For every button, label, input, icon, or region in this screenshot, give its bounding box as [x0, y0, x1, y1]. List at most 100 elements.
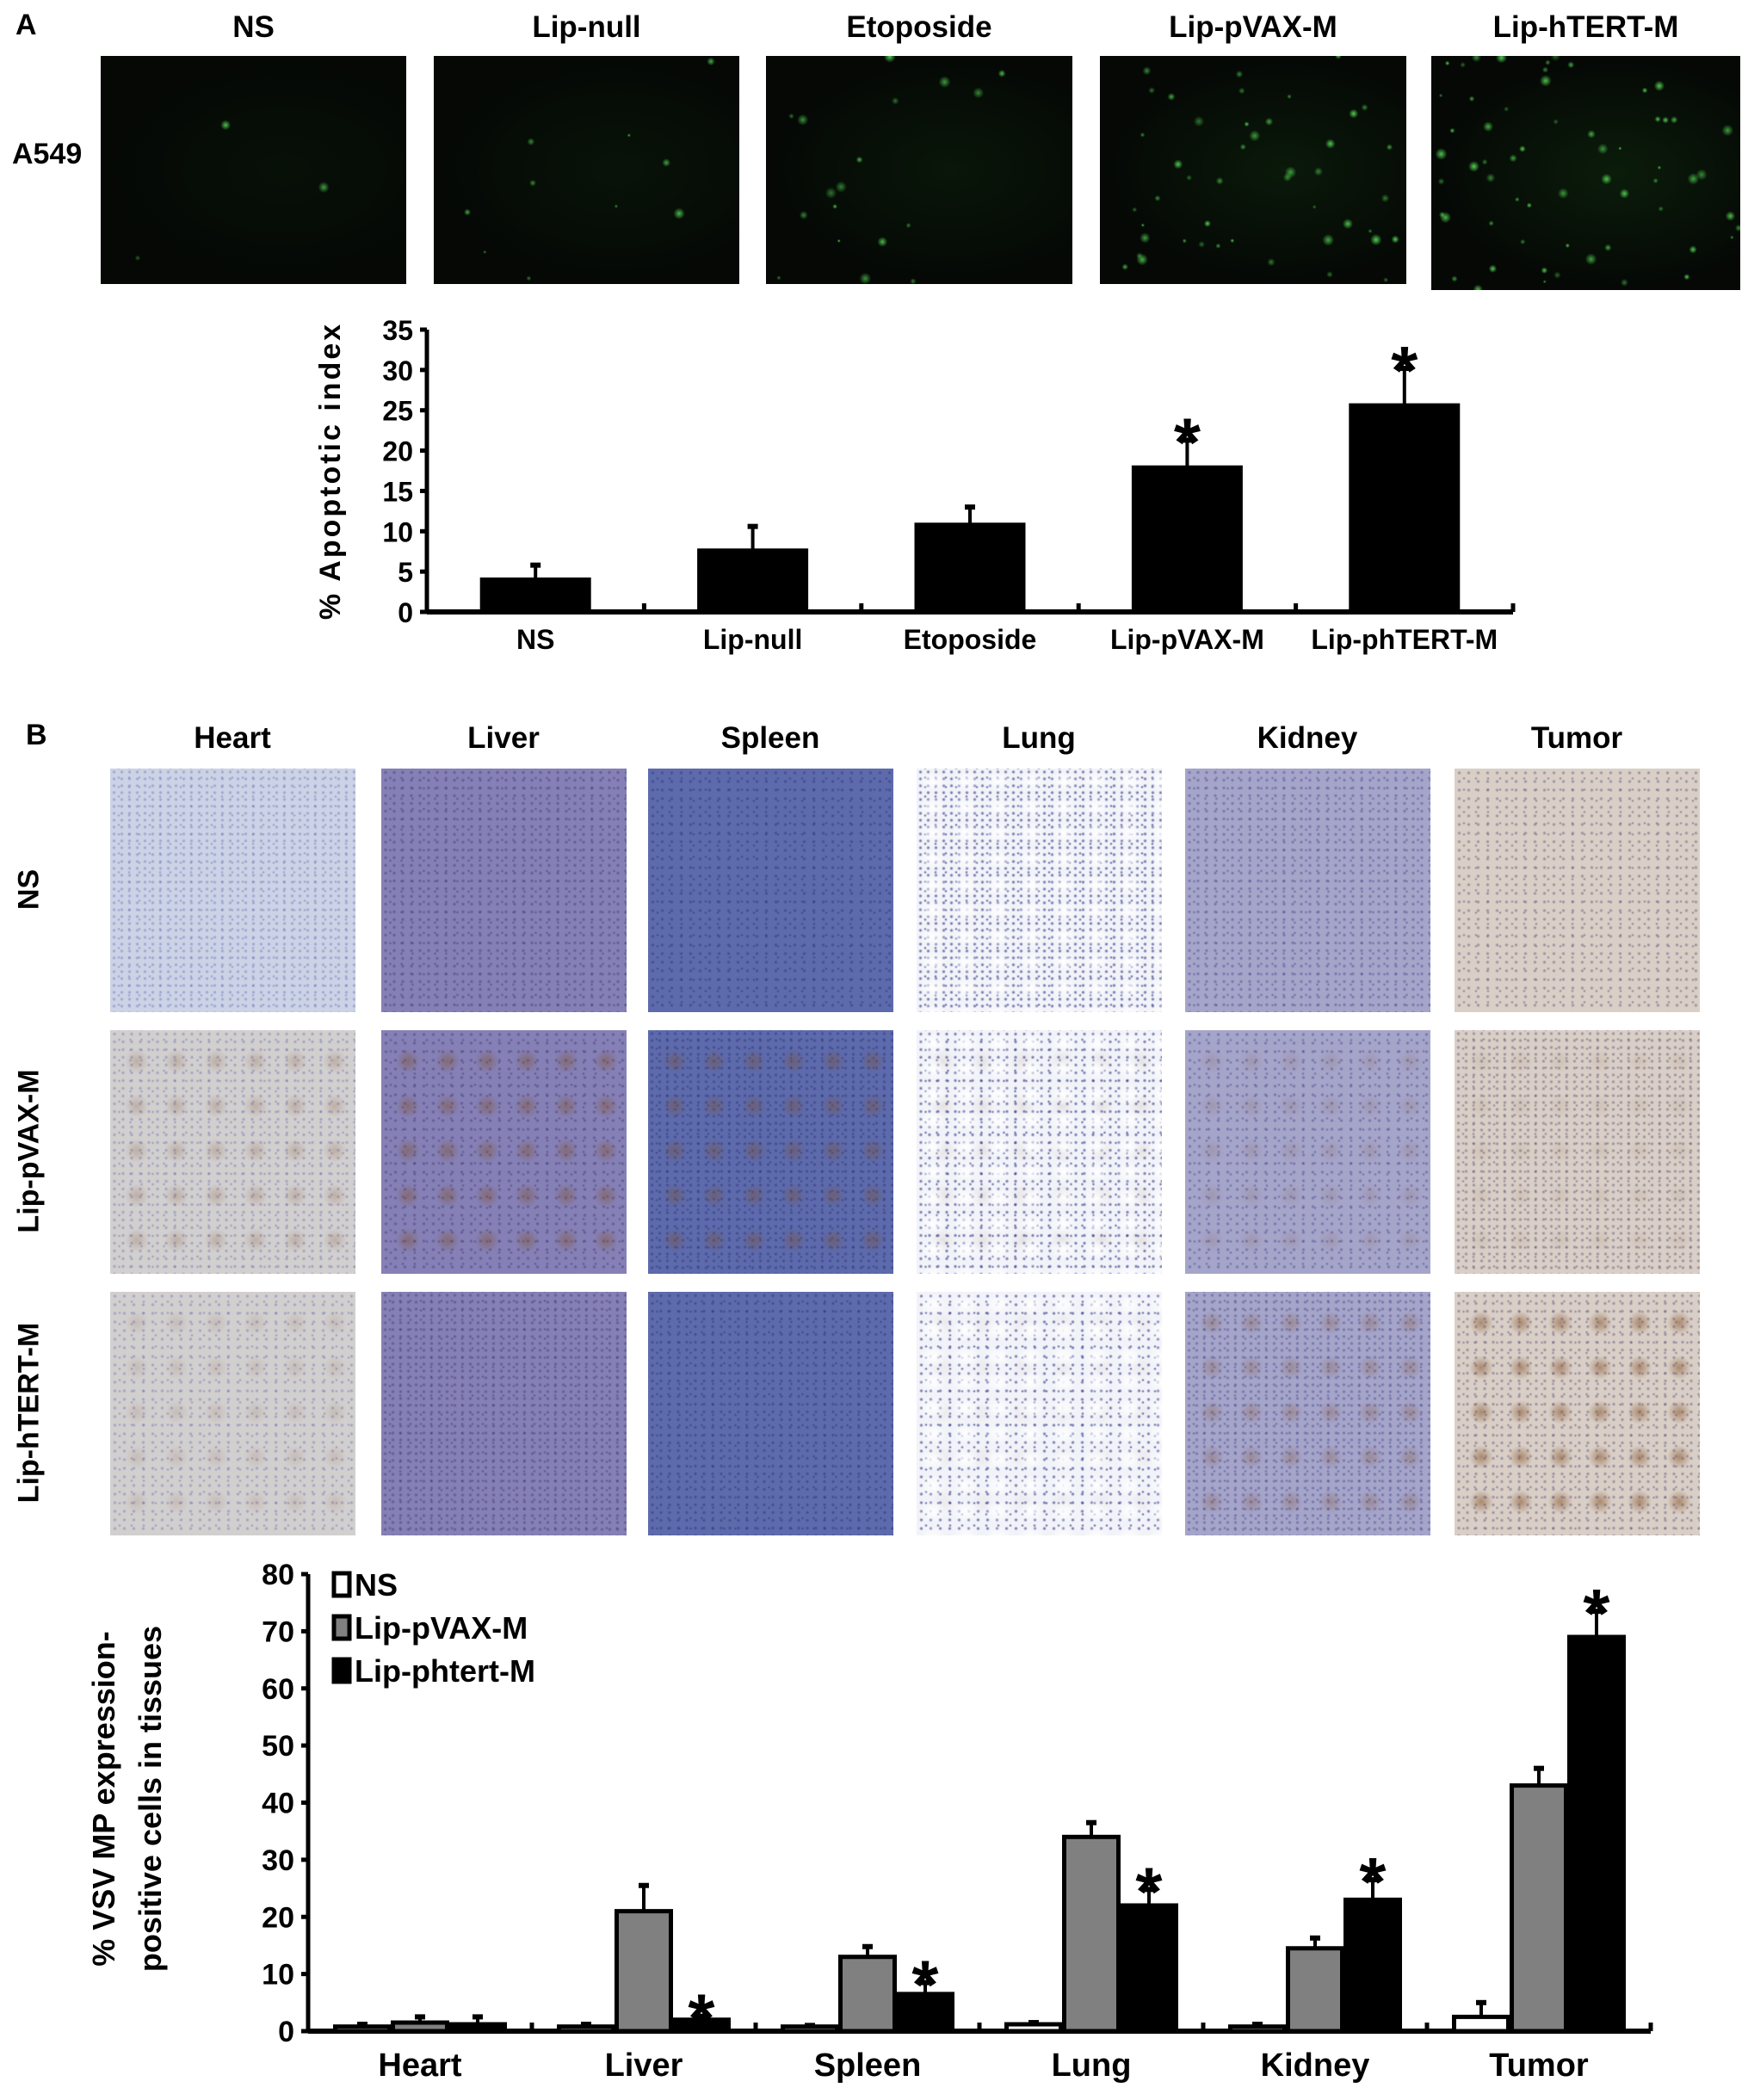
bar [1567, 1634, 1626, 2034]
tissue-header-tumor: Tumor [1530, 721, 1623, 755]
tissue-image-liver [381, 1030, 627, 1274]
y-tick-label: 25 [382, 396, 413, 427]
bar [557, 2024, 615, 2034]
tissue-image-tumor [1455, 1030, 1700, 1274]
bar [1510, 1783, 1568, 2034]
bar [672, 2017, 731, 2034]
x-tick-label: Lung [1052, 2048, 1132, 2084]
fluorescence-image [766, 56, 1072, 284]
legend: NS Lip-pVAX-M Lip-phtert-M [331, 1567, 535, 1689]
y-tick-label: 10 [382, 516, 413, 547]
y-tick-label: 50 [262, 1730, 294, 1763]
tissue-image-tumor [1455, 769, 1700, 1012]
significance-asterisk: * [911, 1947, 939, 2023]
image-header-4: Lip-hTERT-M [1492, 10, 1679, 44]
tissue-image-heart [110, 1292, 355, 1535]
significance-asterisk: * [1583, 1575, 1610, 1652]
row-label-1: Lip-pVAX-M [12, 1069, 46, 1233]
bar [838, 1955, 897, 2034]
bar [1228, 2024, 1287, 2034]
panel-a-label: A [15, 9, 37, 41]
bar [333, 2024, 392, 2034]
bar [914, 522, 1026, 615]
y-tick-label: 80 [262, 1559, 294, 1591]
y-tick-label: 20 [262, 1901, 294, 1934]
bar [1286, 1946, 1344, 2034]
panel-b-label: B [26, 719, 47, 751]
tissue-header-heart: Heart [194, 721, 271, 755]
bar [615, 1909, 673, 2034]
legend-label: Lip-pVAX-M [355, 1610, 528, 1646]
y-tick-label: 5 [398, 557, 413, 588]
significance-asterisk: * [1359, 1844, 1387, 1920]
tissue-image-heart [110, 769, 355, 1012]
bar [1062, 1834, 1121, 2034]
y-tick-label: 60 [262, 1673, 294, 1706]
significance-asterisk: * [1174, 404, 1201, 480]
row-label-a549: A549 [12, 138, 83, 170]
tissue-image-kidney [1185, 1030, 1430, 1274]
y-tick-label: 70 [262, 1615, 294, 1648]
bar [479, 578, 591, 615]
tissue-image-spleen [648, 1030, 893, 1274]
x-tick-label: Liver [605, 2048, 683, 2084]
image-header-2: Etoposide [846, 10, 992, 44]
row-label-2: Lip-hTERT-M [12, 1322, 46, 1504]
tissue-image-spleen [648, 769, 893, 1012]
y-tick-label: 30 [382, 355, 413, 386]
x-tick-label: Tumor [1489, 2048, 1589, 2084]
tissue-image-liver [381, 1292, 627, 1535]
y-tick-label: 10 [262, 1959, 294, 1992]
bar [391, 2020, 449, 2034]
bar [781, 2024, 839, 2034]
fluorescence-image [434, 56, 739, 284]
significance-asterisk: * [1391, 332, 1418, 409]
tissue-header-kidney: Kidney [1257, 721, 1358, 755]
significance-asterisk: * [688, 1980, 715, 2057]
bar [1131, 465, 1243, 615]
row-label-0: NS [12, 868, 46, 911]
x-tick-label: Lip-pVAX-M [1110, 624, 1264, 655]
apoptotic-index-chart: 0 5 10 15 20 25 30 35 NS Lip-null Etoposide Lip-pVA… [314, 315, 1516, 655]
legend-swatch [331, 1657, 352, 1684]
y-axis-label-line-2: positive cells in tissues [133, 1626, 168, 1972]
tissue-header-lung: Lung [1002, 721, 1076, 755]
tissue-image-lung [917, 1030, 1162, 1274]
y-tick-label: 0 [398, 597, 413, 628]
y-tick-label: 0 [278, 2016, 294, 2048]
axes: 0 10 20 30 40 50 60 70 80 Heart Liver Spleen Lung Kid… [262, 1559, 1653, 2084]
tissue-image-lung [917, 769, 1162, 1012]
fluorescence-image [1100, 56, 1406, 284]
axes: 0 5 10 15 20 25 30 35 NS Lip-null Etoposide Lip-pVA… [382, 315, 1516, 655]
tissue-header-spleen: Spleen [720, 721, 820, 755]
y-tick-label: 40 [262, 1788, 294, 1820]
bar [697, 548, 809, 615]
x-tick-label: NS [516, 624, 554, 655]
tissue-image-liver [381, 769, 627, 1012]
legend-label: NS [355, 1567, 398, 1603]
bar [448, 2022, 507, 2034]
bar [1120, 1903, 1178, 2034]
legend-swatch [331, 1571, 352, 1598]
x-tick-label: Heart [378, 2048, 461, 2084]
y-axis-label-line-1: % VSV MP expression- [86, 1631, 121, 1966]
x-tick-label: Etoposide [904, 624, 1037, 655]
legend-swatch [331, 1614, 352, 1641]
image-header-1: Lip-null [532, 10, 641, 44]
tissue-image-kidney [1185, 769, 1430, 1012]
fluorescence-image [1431, 56, 1740, 290]
bar [1349, 403, 1461, 615]
bar [1343, 1897, 1402, 2034]
y-tick-label: 30 [262, 1844, 294, 1877]
y-tick-label: 20 [382, 436, 413, 467]
legend-label: Lip-phtert-M [355, 1653, 535, 1689]
y-tick-label: 35 [382, 315, 413, 346]
tissue-image-spleen [648, 1292, 893, 1535]
image-header-0: NS [232, 10, 275, 44]
tissue-image-tumor [1455, 1292, 1700, 1535]
y-axis-label: % Apoptotic index [314, 322, 347, 620]
tissue-image-lung [917, 1292, 1162, 1535]
y-tick-label: 15 [382, 476, 413, 507]
tissue-image-kidney [1185, 1292, 1430, 1535]
tissue-image-heart [110, 1030, 355, 1274]
